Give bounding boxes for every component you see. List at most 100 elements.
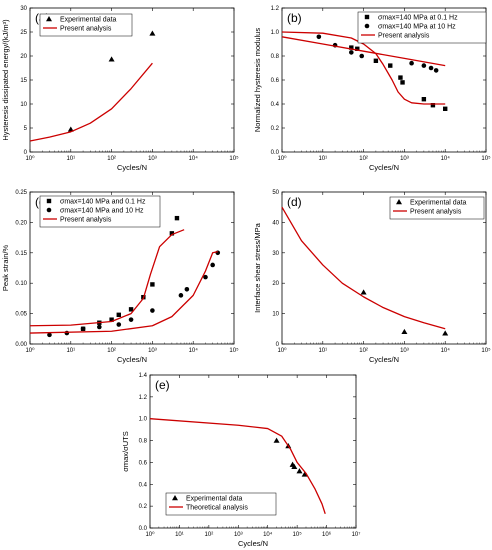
panel-e-label: (e) (155, 378, 170, 392)
panel-b-data-point (349, 50, 354, 55)
panel-e-legend-marker (172, 495, 178, 501)
panel-b-data-point (400, 80, 405, 85)
panel-a-y-tick-label: 30 (20, 6, 27, 12)
panel-c-legend-entry: σmax=140 MPa and 10 Hz (60, 208, 144, 215)
panel-c-x-tick-label: 10⁰ (25, 347, 35, 354)
panel-d-legend-entry: Present analysis (410, 209, 462, 216)
panel-c-y-tick-label: 0.20 (15, 220, 27, 226)
panel-c-data-point (169, 231, 175, 236)
panel-c-x-tick-label: 10¹ (66, 348, 75, 354)
panel-e-y-tick-label: 1.0 (139, 417, 148, 423)
panel-e-y-tick-label: 0.8 (139, 439, 148, 445)
panel-c-x-tick-label: 10⁴ (189, 347, 199, 354)
panel-c-plot-frame (29, 191, 235, 345)
panel-b-y-tick-label: 0.0 (271, 150, 280, 156)
panel-d-x-tick-label: 10³ (400, 348, 409, 354)
panel-a-legend-entry: Present analysis (60, 26, 112, 33)
panel-b-x-tick-label: 10⁵ (481, 155, 491, 162)
panel-a-y-tick-label: 5 (24, 126, 28, 132)
panel-e-y-tick-label: 1.4 (139, 373, 148, 379)
panel-b-legend-entry: σmax=140 MPa at 10 Hz (378, 24, 456, 31)
panel-e-data-point (291, 463, 298, 469)
panel-e-legend-entry: Theoretical analysis (186, 505, 248, 512)
panel-a-series-line (29, 62, 153, 142)
panel-d-x-tick-label: 10⁵ (481, 347, 491, 354)
panel-e-x-tick-label: 10² (205, 532, 214, 538)
panel-c-data-point (128, 307, 134, 312)
panel-c-data-point (203, 274, 208, 280)
panel-c-series-line (29, 229, 185, 327)
panel-c-data-point (215, 250, 221, 256)
panel-a-legend-entry: Experimental data (60, 17, 117, 24)
panel-d-x-axis-label: Cycles/N (369, 355, 399, 364)
panel-b-legend-entry: Present analysis (378, 33, 430, 40)
panel-d-label: (d) (287, 195, 302, 209)
panel-c-y-tick-label: 0.00 (15, 342, 27, 348)
panel-e-x-tick-label: 10³ (234, 532, 243, 538)
panel-b-data-point (373, 58, 379, 63)
panel-e-x-tick-label: 10⁴ (263, 531, 273, 538)
panel-b-legend-box (357, 11, 487, 44)
panel-b-data-point (349, 45, 354, 50)
panel-c-y-axis-label: Peak strain/% (1, 245, 10, 292)
panel-b-x-tick-label: 10⁰ (277, 155, 287, 162)
panel-a-x-tick-label: 10¹ (66, 156, 75, 162)
panel-c-y-tick-label: 0.25 (15, 190, 27, 196)
panel-b-data-point (388, 63, 393, 68)
panel-b-data-point (409, 60, 414, 66)
panel-d-y-tick-label: 20 (272, 281, 279, 287)
panel-d-y-tick-label: 10 (272, 312, 279, 318)
panel-a-x-tick-label: 10⁵ (229, 155, 239, 162)
panel-b-label: (b) (287, 11, 302, 25)
panel-d-data-point (442, 330, 449, 336)
panel-c-legend-box (39, 195, 161, 228)
panel-b-y-tick-label: 0.4 (271, 102, 280, 108)
panel-d-series-line (281, 206, 446, 330)
panel-b-data-point (433, 68, 439, 73)
panel-b-data-point (443, 106, 448, 111)
panel-d-legend-marker (396, 199, 402, 205)
panel-e-y-tick-label: 0.2 (139, 504, 148, 510)
panel-c-x-axis-label: Cycles/N (117, 355, 147, 364)
panel-b-y-tick-label: 0.8 (271, 54, 280, 60)
panel-d-legend-box (389, 196, 485, 220)
panel-a-x-axis-label: Cycles/N (117, 163, 147, 172)
panel-e-legend-entry: Experimental data (186, 496, 243, 503)
panel-c-data-point (178, 293, 184, 298)
panel-c-legend-entry: Present analysis (60, 217, 112, 224)
panel-d-x-tick-label: 10² (359, 348, 368, 354)
panel-d-x-tick-label: 10⁴ (441, 347, 451, 354)
panel-d-x-tick-label: 10⁰ (277, 347, 287, 354)
panel-d-plot-frame (281, 191, 487, 345)
panel-c-data-point (109, 317, 114, 322)
panel-a-y-tick-label: 25 (20, 30, 27, 36)
panel-e-x-axis-label: Cycles/N (238, 539, 268, 548)
panel-b-y-tick-label: 0.2 (271, 126, 280, 132)
panel-c-data-point (210, 262, 215, 268)
panel-a-legend-marker (46, 16, 52, 22)
panel-c-legend-entry: σmax=140 MPa and 0.1 Hz (60, 199, 146, 206)
panel-d-y-tick-label: 50 (272, 190, 279, 196)
panel-c-x-tick-label: 10² (107, 348, 116, 354)
panel-c-y-tick-label: 0.10 (15, 281, 27, 287)
panel-b-series-line (281, 31, 446, 105)
panel-e-y-axis-label: σmax/σUTS (121, 431, 130, 472)
panel-c-x-tick-label: 10⁵ (229, 347, 239, 354)
panel-c-y-tick-label: 0.05 (15, 312, 27, 318)
panel-c-data-point (174, 215, 180, 221)
panel-b-data-point (421, 97, 427, 102)
panel-b-legend-entry: σmax=140 MPa at 0.1 Hz (378, 15, 458, 22)
panel-c-data-point (97, 324, 102, 330)
panel-a-x-tick-label: 10⁴ (189, 155, 199, 162)
panel-e-data-point (273, 437, 280, 443)
panel-b-data-point (355, 46, 360, 51)
panel-b-y-axis-label: Normalized hysteresis modulus (253, 28, 262, 132)
panel-b-y-tick-label: 1.2 (271, 6, 280, 12)
panel-c-data-point (150, 308, 155, 313)
panel-a-data-point (149, 30, 156, 36)
panel-b-series-line (281, 36, 446, 67)
panel-c-x-tick-label: 10³ (148, 348, 157, 354)
panel-b-y-tick-label: 1.0 (271, 30, 280, 36)
panel-a-y-axis-label: Hysteresis dissipated energy/(kJ/m³) (1, 19, 10, 141)
panel-d-x-tick-label: 10¹ (318, 348, 327, 354)
